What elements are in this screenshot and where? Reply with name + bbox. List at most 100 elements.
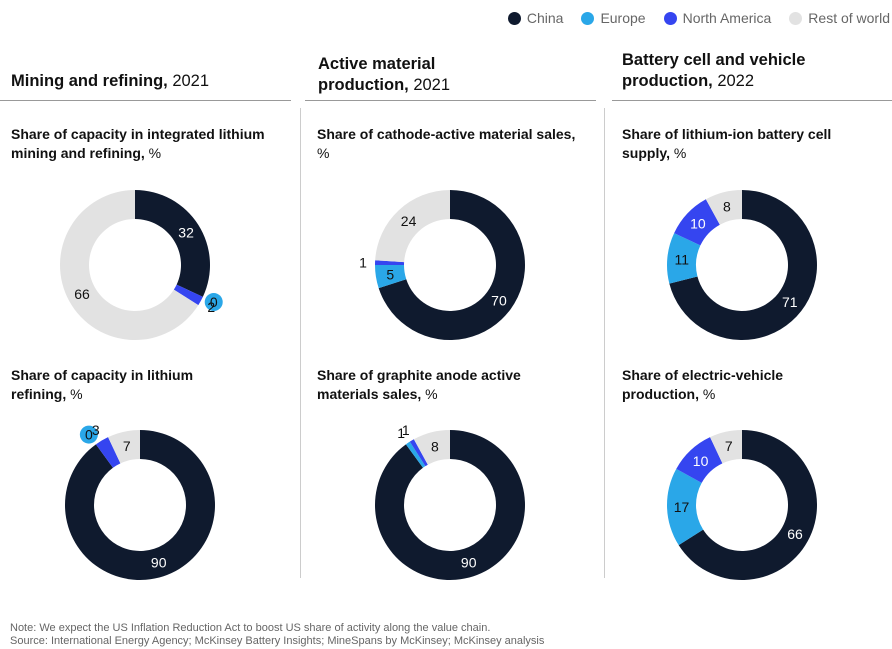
data-label-north-america: 1 xyxy=(402,422,410,438)
column-title-active-material-bold: Active material production, xyxy=(318,55,436,94)
donut-chart-mining-refining: 32 02 66 xyxy=(60,190,223,340)
data-label-china: 32 xyxy=(178,225,194,241)
legend-label-north-america: North America xyxy=(682,10,772,26)
slice-rest-of-world xyxy=(705,190,742,225)
data-label-rest-of-world: 66 xyxy=(74,286,90,302)
donut-chart-graphite: 90 11 8 xyxy=(375,422,525,580)
slice-china xyxy=(135,190,210,297)
data-label-europe: 0 xyxy=(85,427,93,443)
column-title-battery: Battery cell and vehicle production, 202… xyxy=(622,50,852,92)
legend-label-rest-of-world: Rest of world xyxy=(808,10,890,26)
data-label-china: 66 xyxy=(787,526,803,542)
zero-value-badge-europe xyxy=(79,425,98,444)
column-divider-2 xyxy=(604,108,605,578)
footnote-note: Note: We expect the US Inflation Reducti… xyxy=(10,622,491,634)
data-label-north-america: 3 xyxy=(92,422,100,438)
column-title-mining: Mining and refining, 2021 xyxy=(11,71,291,92)
data-label-rest-of-world: 7 xyxy=(123,438,131,454)
legend-item-rest-of-world: Rest of world xyxy=(789,10,890,26)
data-label-north-america: 10 xyxy=(693,453,709,469)
zero-value-badge-europe xyxy=(204,293,223,312)
donut-chart-battery-cell: 71 11 10 8 xyxy=(667,190,817,340)
chart-title-unit: % xyxy=(144,145,162,161)
legend-item-europe: Europe xyxy=(581,10,646,26)
column-title-battery-bold: Battery cell and vehicle production, xyxy=(622,51,806,90)
chart-title-mining-refining: Share of capacity in integrated lithium … xyxy=(11,125,281,163)
slice-europe xyxy=(667,233,701,284)
slice-china xyxy=(65,430,215,580)
column-title-active-material-year: 2021 xyxy=(408,76,451,94)
legend-swatch-china xyxy=(507,11,521,25)
data-label-china: 71 xyxy=(782,294,798,310)
slice-rest-of-world xyxy=(413,430,450,465)
donut-chart-lithium-refining: 90 0 3 7 xyxy=(65,422,215,580)
legend-swatch-europe xyxy=(581,11,595,25)
donut-chart-ev-production: 66 17 10 7 xyxy=(667,430,817,580)
slice-rest-of-world xyxy=(375,190,450,263)
legend-label-china: China xyxy=(526,10,564,26)
chart-title-graphite: Share of graphite anode active materials… xyxy=(317,366,557,404)
data-label-europe: 0 xyxy=(210,294,218,310)
data-label-europe: 1 xyxy=(397,425,405,441)
slice-north-america xyxy=(409,439,428,467)
chart-title-text: Share of capacity in lithium refining, xyxy=(11,367,194,402)
slice-north-america xyxy=(674,199,720,246)
data-label-north-america: 2 xyxy=(207,299,215,315)
column-title-mining-year: 2021 xyxy=(167,72,210,90)
slice-north-america xyxy=(375,260,405,265)
data-label-rest-of-world: 8 xyxy=(723,198,731,214)
chart-title-text: Share of capacity in integrated lithium … xyxy=(11,126,265,161)
chart-title-text: Share of graphite anode active materials… xyxy=(317,367,521,402)
legend-item-china: China xyxy=(507,10,564,26)
data-label-europe: 17 xyxy=(674,499,690,515)
legend: China Europe North America Rest of world xyxy=(507,10,890,26)
chart-title-text: Share of electric-vehicle production, xyxy=(622,367,784,402)
data-label-north-america: 10 xyxy=(690,216,706,232)
chart-title-lithium-refining: Share of capacity in lithium refining, % xyxy=(11,366,231,404)
column-title-active-material: Active material production, 2021 xyxy=(318,54,518,96)
chart-title-battery-cell: Share of lithium-ion battery cell supply… xyxy=(622,125,872,163)
legend-swatch-rest-of-world xyxy=(789,11,803,25)
chart-title-cathode: Share of cathode-active material sales, … xyxy=(317,125,577,163)
slice-north-america xyxy=(95,437,121,468)
footnote-source: Source: International Energy Agency; McK… xyxy=(10,635,545,647)
legend-label-europe: Europe xyxy=(600,10,646,26)
slice-north-america xyxy=(676,437,723,483)
chart-title-unit: % xyxy=(66,386,83,402)
slice-china xyxy=(669,190,817,340)
data-label-china: 90 xyxy=(151,555,167,571)
data-label-rest-of-world: 8 xyxy=(431,438,439,454)
data-label-europe: 5 xyxy=(386,266,394,282)
slice-rest-of-world xyxy=(60,190,199,340)
slice-europe xyxy=(405,441,426,468)
slice-china xyxy=(375,430,525,580)
data-label-rest-of-world: 7 xyxy=(725,438,733,454)
chart-title-unit: % xyxy=(669,145,687,161)
slice-china xyxy=(678,430,817,580)
slice-rest-of-world xyxy=(710,430,742,464)
chart-title-unit: % xyxy=(699,386,716,402)
column-rule-active-material xyxy=(305,100,596,101)
slice-europe xyxy=(667,468,704,546)
slice-china xyxy=(378,190,525,340)
column-title-mining-bold: Mining and refining, xyxy=(11,72,168,90)
donut-chart-cathode: 70 5 1 24 xyxy=(359,190,525,340)
chart-title-ev-production: Share of electric-vehicle production, % xyxy=(622,366,842,404)
legend-swatch-north-america xyxy=(663,11,677,25)
legend-item-north-america: North America xyxy=(663,10,772,26)
column-rule-battery xyxy=(612,100,892,101)
chart-title-unit: % xyxy=(317,145,330,161)
data-label-north-america: 1 xyxy=(359,254,367,270)
column-title-battery-year: 2022 xyxy=(712,72,755,90)
slice-europe xyxy=(375,265,407,289)
chart-title-text: Share of cathode-active material sales, xyxy=(317,126,576,142)
chart-title-unit: % xyxy=(421,386,438,402)
slice-rest-of-world xyxy=(108,430,140,464)
data-label-europe: 11 xyxy=(674,251,689,267)
chart-title-text: Share of lithium-ion battery cell supply… xyxy=(622,126,832,161)
data-label-china: 70 xyxy=(491,293,507,309)
data-label-china: 90 xyxy=(461,555,477,571)
slice-north-america xyxy=(173,284,203,306)
data-label-rest-of-world: 24 xyxy=(401,213,417,229)
column-divider-1 xyxy=(300,108,301,578)
